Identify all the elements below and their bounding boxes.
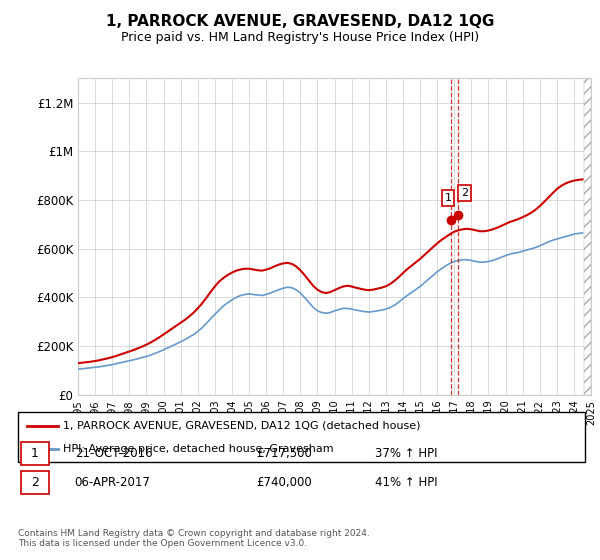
Text: 1, PARROCK AVENUE, GRAVESEND, DA12 1QG: 1, PARROCK AVENUE, GRAVESEND, DA12 1QG (106, 14, 494, 29)
Text: 1: 1 (445, 193, 452, 203)
Text: 41% ↑ HPI: 41% ↑ HPI (375, 476, 438, 489)
Text: £740,000: £740,000 (256, 476, 312, 489)
Text: £717,500: £717,500 (256, 447, 312, 460)
Text: HPI: Average price, detached house, Gravesham: HPI: Average price, detached house, Grav… (64, 445, 334, 454)
Text: 2: 2 (461, 188, 468, 198)
Text: Price paid vs. HM Land Registry's House Price Index (HPI): Price paid vs. HM Land Registry's House … (121, 31, 479, 44)
Text: 2: 2 (31, 476, 39, 489)
Bar (21, 442, 49, 465)
Text: 1: 1 (31, 447, 39, 460)
Text: 37% ↑ HPI: 37% ↑ HPI (375, 447, 438, 460)
Text: Contains HM Land Registry data © Crown copyright and database right 2024.
This d: Contains HM Land Registry data © Crown c… (18, 529, 370, 548)
Text: 1, PARROCK AVENUE, GRAVESEND, DA12 1QG (detached house): 1, PARROCK AVENUE, GRAVESEND, DA12 1QG (… (64, 421, 421, 431)
Bar (21, 471, 49, 494)
Text: 21-OCT-2016: 21-OCT-2016 (75, 447, 152, 460)
Text: 06-APR-2017: 06-APR-2017 (75, 476, 151, 489)
